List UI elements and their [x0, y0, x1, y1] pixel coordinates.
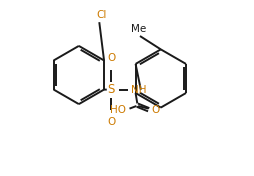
Text: Cl: Cl	[97, 10, 107, 20]
Text: O: O	[151, 105, 160, 115]
Text: Me: Me	[131, 24, 146, 34]
Text: O: O	[107, 53, 116, 63]
Text: O: O	[107, 117, 116, 127]
Text: NH: NH	[131, 85, 147, 95]
Text: S: S	[108, 83, 115, 96]
Text: HO: HO	[110, 105, 126, 115]
